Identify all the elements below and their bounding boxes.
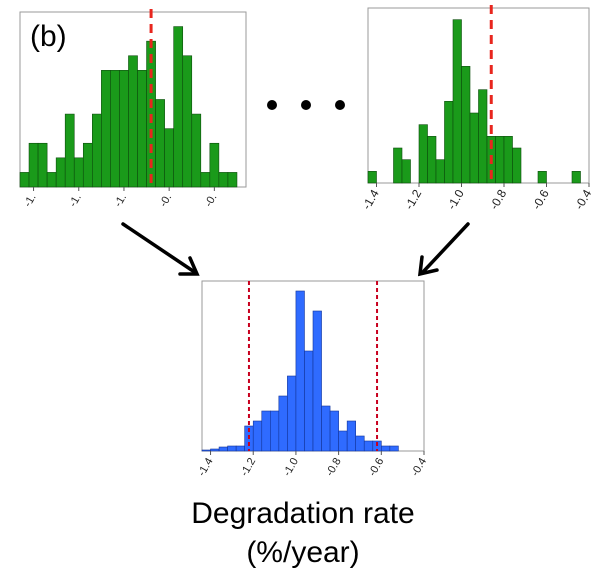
x-tick-label: -1.0 — [281, 456, 301, 478]
histogram-bar — [287, 375, 297, 452]
histogram-bar — [101, 70, 111, 188]
combined-distribution: -1.4 -1.2 -1.0 -0.8 -0.6 -0.4 — [196, 280, 429, 478]
x-tick-label: -1.2 — [402, 187, 425, 212]
histogram-bar — [137, 70, 147, 188]
histogram-bar — [393, 147, 403, 184]
x-tick-label: -1. — [22, 192, 39, 209]
histogram-bar — [261, 410, 271, 452]
histogram-bar — [201, 449, 211, 452]
histogram-bar — [218, 172, 229, 188]
histogram-bar — [46, 172, 57, 188]
ellipsis — [267, 100, 345, 110]
histogram-bar — [64, 113, 75, 188]
histogram-bar — [478, 89, 488, 184]
x-tick-label: -0.6 — [367, 456, 387, 478]
histogram-bar — [418, 124, 428, 184]
histogram-bar — [444, 101, 454, 184]
histogram-bar — [155, 99, 165, 188]
histogram-bar — [355, 435, 365, 452]
histogram-bar — [278, 395, 288, 452]
histogram-bar — [537, 171, 547, 184]
bootstrap-sample-first: -1. -1. -1. -0. -0. — [19, 9, 247, 209]
histogram-bar — [495, 136, 505, 184]
x-tick-label: -1.0 — [444, 187, 467, 212]
histogram-bar — [227, 445, 237, 452]
histogram-bar — [329, 410, 339, 452]
histogram-bar — [92, 113, 102, 188]
histogram-bar — [252, 420, 263, 452]
x-tick-label: -1.4 — [359, 187, 382, 212]
histogram-bar — [312, 310, 322, 452]
x-tick-label: -0.8 — [324, 456, 344, 478]
histogram-bar — [346, 420, 356, 452]
histogram-bar — [270, 410, 280, 452]
histogram-bar — [401, 159, 411, 184]
histogram-bar — [37, 142, 48, 188]
histogram-bar — [367, 171, 377, 184]
histogram-bar — [19, 172, 30, 188]
histogram-bar — [435, 159, 445, 184]
histogram-bar — [461, 66, 471, 184]
histogram-bar — [503, 136, 513, 184]
ellipsis-dot — [301, 100, 311, 110]
histogram-bar — [173, 26, 184, 188]
arrows — [121, 222, 470, 277]
histogram-bar — [200, 172, 211, 188]
histogram-bar — [389, 445, 399, 452]
histogram-bar — [321, 405, 331, 452]
histogram-bar — [295, 290, 305, 452]
histogram-bar — [182, 55, 193, 188]
histogram-bar — [469, 112, 479, 184]
histogram-bar — [304, 350, 314, 452]
x-tick-label: -1. — [67, 192, 84, 209]
histogram-bar — [28, 142, 39, 188]
histogram-bar — [82, 142, 93, 188]
x-tick-label: -1. — [112, 192, 129, 209]
histogram-bar — [363, 440, 374, 452]
caption-line-2: (%/year) — [246, 536, 360, 569]
x-tick-label: -0. — [157, 192, 174, 209]
histogram-bar — [55, 157, 66, 188]
histogram-bar — [338, 430, 348, 452]
arrow-right-head — [417, 255, 439, 277]
histogram-bar — [128, 55, 138, 188]
histogram-bar — [452, 19, 462, 184]
histogram-bar — [427, 136, 437, 184]
x-tick-label: -0.4 — [572, 187, 595, 212]
x-tick-label: -1.2 — [238, 456, 258, 478]
histogram-bar — [119, 70, 129, 188]
bootstrap-sample-last: -1.4 -1.2 -1.0 -0.8 -0.6 -0.4 — [359, 5, 595, 212]
ellipsis-dot — [267, 100, 277, 110]
x-tick-label: -0.4 — [409, 456, 429, 478]
x-tick-label: -0.6 — [529, 187, 552, 212]
histogram-bar — [73, 157, 84, 188]
arrow-left-head — [178, 256, 200, 276]
histogram-bar — [164, 128, 174, 188]
ellipsis-dot — [335, 100, 345, 110]
caption-line-1: Degradation rate — [191, 497, 415, 530]
histogram-bar — [210, 448, 220, 452]
histogram-bar — [235, 445, 245, 452]
arrow-left — [121, 222, 198, 275]
x-tick-label: -0. — [203, 192, 220, 209]
panel-label: (b) — [30, 20, 67, 53]
histogram-bar — [227, 172, 238, 188]
histogram-bar — [110, 70, 120, 188]
histogram-bar — [209, 142, 220, 188]
x-tick-label: -1.4 — [196, 456, 216, 478]
arrow-right — [421, 222, 470, 274]
histogram-bar — [218, 446, 228, 452]
histogram-bar — [191, 113, 202, 188]
histogram-bar — [512, 147, 522, 184]
x-tick-label: -0.8 — [487, 187, 510, 212]
histogram-bar — [381, 445, 391, 452]
histogram-bar — [571, 171, 581, 184]
